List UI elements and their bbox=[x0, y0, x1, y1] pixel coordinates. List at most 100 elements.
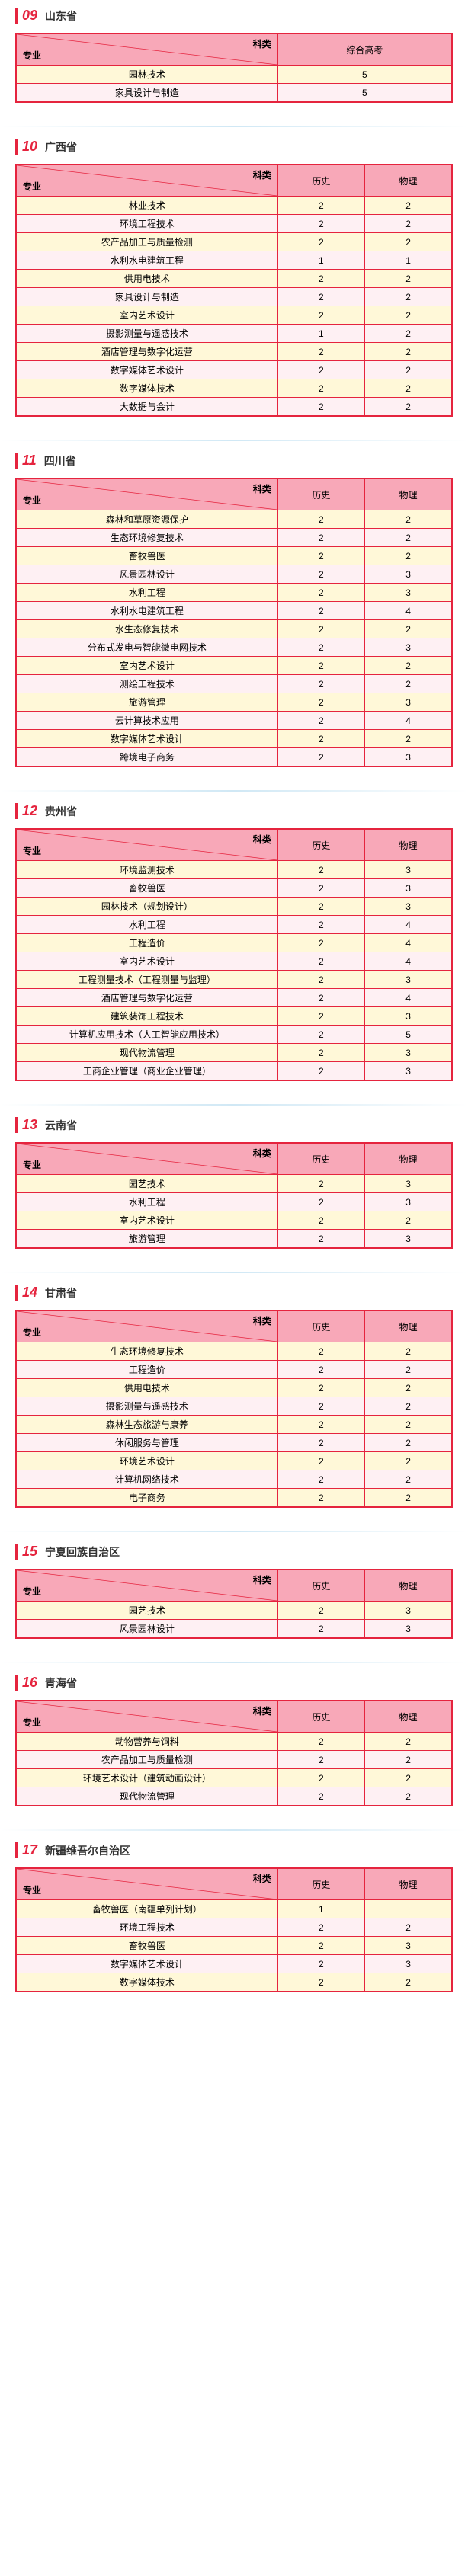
section-12: 12 贵州省 科类 专业 历史物理环境监测技术23畜牧兽医23园林技术（规划设计… bbox=[0, 795, 468, 1089]
value-cell: 3 bbox=[365, 638, 452, 657]
data-table: 科类 专业 历史物理园艺技术23水利工程23室内艺术设计22旅游管理23 bbox=[15, 1142, 453, 1249]
table-row: 园林技术5 bbox=[16, 66, 452, 84]
header-major-label: 专业 bbox=[23, 1326, 41, 1339]
major-cell: 测绘工程技术 bbox=[16, 675, 277, 693]
table-row: 供用电技术22 bbox=[16, 270, 452, 288]
section-10: 10 广西省 科类 专业 历史物理林业技术22环境工程技术22农产品加工与质量检… bbox=[0, 131, 468, 424]
section-number: 11 bbox=[18, 453, 41, 469]
section-15: 15 宁夏回族自治区 科类 专业 历史物理园艺技术23风景园林设计23 bbox=[0, 1536, 468, 1646]
major-cell: 风景园林设计 bbox=[16, 565, 277, 584]
table-row: 大数据与会计22 bbox=[16, 398, 452, 417]
value-cell: 2 bbox=[277, 1470, 364, 1489]
divider bbox=[0, 1104, 468, 1106]
value-cell: 2 bbox=[365, 1379, 452, 1397]
header-major-label: 专业 bbox=[23, 180, 41, 193]
table-row: 数字媒体技术22 bbox=[16, 1973, 452, 1992]
section-header: 15 宁夏回族自治区 bbox=[15, 1544, 453, 1560]
table-row: 计算机应用技术（人工智能应用技术）25 bbox=[16, 1026, 452, 1044]
table-row: 电子商务22 bbox=[16, 1489, 452, 1508]
value-cell: 2 bbox=[277, 675, 364, 693]
value-cell: 3 bbox=[365, 1230, 452, 1249]
major-cell: 数字媒体技术 bbox=[16, 379, 277, 398]
table-row: 数字媒体艺术设计22 bbox=[16, 361, 452, 379]
data-table: 科类 专业 历史物理畜牧兽医（南疆单列计划）1环境工程技术22畜牧兽医23数字媒… bbox=[15, 1867, 453, 1992]
table-row: 农产品加工与质量检测22 bbox=[16, 1751, 452, 1769]
value-cell: 2 bbox=[365, 343, 452, 361]
table-row: 森林生态旅游与康养22 bbox=[16, 1416, 452, 1434]
major-cell: 水利工程 bbox=[16, 916, 277, 934]
value-cell: 2 bbox=[365, 361, 452, 379]
major-cell: 酒店管理与数字化运营 bbox=[16, 343, 277, 361]
section-header: 12 贵州省 bbox=[15, 803, 453, 819]
value-cell: 3 bbox=[365, 1193, 452, 1211]
value-cell: 3 bbox=[365, 1175, 452, 1193]
table-row: 摄影测量与遥感技术22 bbox=[16, 1397, 452, 1416]
table-row: 家具设计与制造5 bbox=[16, 84, 452, 103]
value-cell: 2 bbox=[365, 197, 452, 215]
major-cell: 云计算技术应用 bbox=[16, 712, 277, 730]
value-cell: 2 bbox=[277, 730, 364, 748]
major-cell: 建筑装饰工程技术 bbox=[16, 1007, 277, 1026]
value-cell: 2 bbox=[277, 748, 364, 767]
diag-header-cell: 科类 专业 bbox=[16, 1570, 277, 1602]
table-row: 环境艺术设计22 bbox=[16, 1452, 452, 1470]
value-cell: 2 bbox=[365, 1452, 452, 1470]
table-row: 现代物流管理23 bbox=[16, 1044, 452, 1062]
section-09: 09 山东省 科类 专业 综合高考园林技术5家具设计与制造5 bbox=[0, 0, 468, 110]
major-cell: 风景园林设计 bbox=[16, 1620, 277, 1639]
value-cell: 3 bbox=[365, 584, 452, 602]
value-cell: 2 bbox=[277, 602, 364, 620]
table-row: 环境艺术设计（建筑动画设计）22 bbox=[16, 1769, 452, 1787]
value-cell: 3 bbox=[365, 1062, 452, 1081]
diag-header-cell: 科类 专业 bbox=[16, 1310, 277, 1342]
table-row: 水利水电建筑工程24 bbox=[16, 602, 452, 620]
header-major-label: 专业 bbox=[23, 1585, 41, 1598]
value-cell: 2 bbox=[277, 989, 364, 1007]
divider bbox=[0, 1662, 468, 1663]
table-row: 工程测量技术（工程测量与监理）23 bbox=[16, 971, 452, 989]
column-header: 物理 bbox=[365, 165, 452, 197]
value-cell: 2 bbox=[365, 547, 452, 565]
major-cell: 跨境电子商务 bbox=[16, 748, 277, 767]
value-cell: 2 bbox=[277, 584, 364, 602]
header-subject-label: 科类 bbox=[253, 833, 271, 846]
major-cell: 数字媒体艺术设计 bbox=[16, 730, 277, 748]
value-cell: 2 bbox=[365, 1361, 452, 1379]
value-cell: 2 bbox=[277, 934, 364, 952]
value-cell: 2 bbox=[365, 529, 452, 547]
major-cell: 家具设计与制造 bbox=[16, 288, 277, 306]
major-cell: 工程造价 bbox=[16, 1361, 277, 1379]
value-cell: 2 bbox=[277, 1918, 364, 1937]
value-cell: 1 bbox=[277, 325, 364, 343]
value-cell: 2 bbox=[365, 675, 452, 693]
column-header: 物理 bbox=[365, 1310, 452, 1342]
section-title: 四川省 bbox=[41, 453, 76, 469]
value-cell: 2 bbox=[277, 693, 364, 712]
value-cell: 2 bbox=[277, 1379, 364, 1397]
major-cell: 电子商务 bbox=[16, 1489, 277, 1508]
value-cell: 3 bbox=[365, 879, 452, 898]
value-cell: 2 bbox=[365, 620, 452, 638]
section-number: 16 bbox=[18, 1675, 42, 1691]
table-row: 环境工程技术22 bbox=[16, 1918, 452, 1937]
value-cell: 2 bbox=[277, 1434, 364, 1452]
major-cell: 畜牧兽医（南疆单列计划） bbox=[16, 1900, 277, 1918]
value-cell: 2 bbox=[365, 657, 452, 675]
major-cell: 园艺技术 bbox=[16, 1175, 277, 1193]
page-root: 09 山东省 科类 专业 综合高考园林技术5家具设计与制造5 10 广西省 科类… bbox=[0, 0, 468, 2000]
table-row: 动物营养与饲料22 bbox=[16, 1733, 452, 1751]
major-cell: 水利水电建筑工程 bbox=[16, 251, 277, 270]
table-row: 测绘工程技术22 bbox=[16, 675, 452, 693]
value-cell: 2 bbox=[365, 1918, 452, 1937]
value-cell: 2 bbox=[277, 898, 364, 916]
table-row: 室内艺术设计22 bbox=[16, 306, 452, 325]
major-cell: 室内艺术设计 bbox=[16, 657, 277, 675]
section-number: 14 bbox=[18, 1285, 42, 1301]
header-subject-label: 科类 bbox=[253, 1872, 271, 1885]
value-cell: 4 bbox=[365, 989, 452, 1007]
major-cell: 环境工程技术 bbox=[16, 1918, 277, 1937]
section-17: 17 新疆维吾尔自治区 科类 专业 历史物理畜牧兽医（南疆单列计划）1环境工程技… bbox=[0, 1835, 468, 2000]
table-row: 建筑装饰工程技术23 bbox=[16, 1007, 452, 1026]
column-header: 综合高考 bbox=[277, 34, 452, 66]
header-subject-label: 科类 bbox=[253, 1314, 271, 1327]
